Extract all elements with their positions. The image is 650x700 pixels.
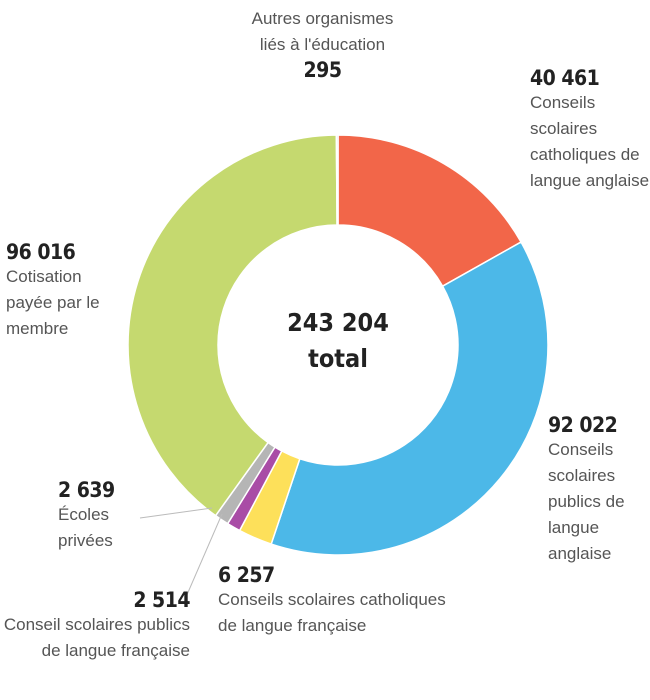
slice-label: 40 461 Conseils scolaires catholiques de …: [530, 66, 650, 194]
slice-label: 96 016 Cotisation payée par le membre: [6, 240, 121, 342]
category-label: Écoles privées: [58, 505, 113, 550]
leader-line: [139, 507, 213, 519]
category-label: Cotisation payée par le membre: [6, 267, 100, 338]
leader-line: [185, 513, 223, 598]
donut-slice: [127, 134, 338, 517]
value-label: 92 022: [548, 413, 618, 437]
center-total: 243 204 total: [238, 305, 438, 377]
value-label: 6 257: [218, 563, 275, 587]
value-label: 40 461: [530, 66, 600, 90]
category-label: Conseil scolaires publics de langue fran…: [3, 615, 190, 660]
center-label: total: [308, 344, 368, 373]
slice-label: 2 639 Écoles privées: [58, 478, 148, 554]
donut-slice: [337, 134, 523, 288]
value-label: 295: [303, 58, 342, 82]
value-label: 96 016: [6, 240, 76, 264]
slice-label: 2 514 Conseil scolaires publics de langue…: [0, 588, 191, 664]
slice-label: Autres organismes liés à l'éducation 295: [240, 6, 405, 82]
donut-slice: [335, 134, 339, 226]
slice-label: 92 022 Conseils scolaires publics de lang…: [548, 413, 648, 567]
category-label: Conseils scolaires publics de langue ang…: [548, 440, 625, 563]
value-label: 2 639: [58, 478, 115, 502]
category-label: Conseils scolaires catholiques de langue…: [530, 93, 650, 190]
donut-slice: [270, 241, 549, 556]
category-label: Autres organismes liés à l'éducation: [251, 9, 394, 54]
center-value: 243 204: [287, 308, 389, 337]
category-label: Conseils scolaires catholiques de langue…: [218, 590, 446, 635]
slice-label: 6 257 Conseils scolaires catholiques de l…: [218, 563, 448, 639]
value-label: 2 514: [133, 588, 190, 612]
